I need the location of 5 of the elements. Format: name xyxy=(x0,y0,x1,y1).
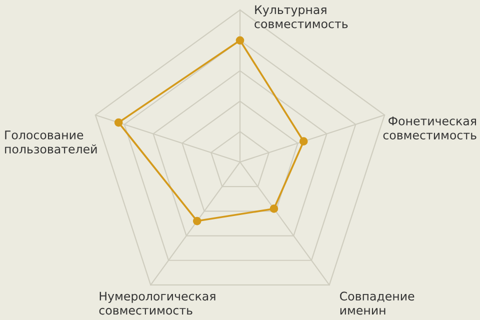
spoke-label: Нумерологическая совместимость xyxy=(99,292,216,315)
spoke-label: Культурная совместимость xyxy=(254,5,348,28)
spoke-label: Голосование пользователей xyxy=(5,130,97,154)
spoke-label: Фонетическая совместимость xyxy=(383,116,476,140)
spoke-label: Совпадение именин xyxy=(340,292,414,315)
